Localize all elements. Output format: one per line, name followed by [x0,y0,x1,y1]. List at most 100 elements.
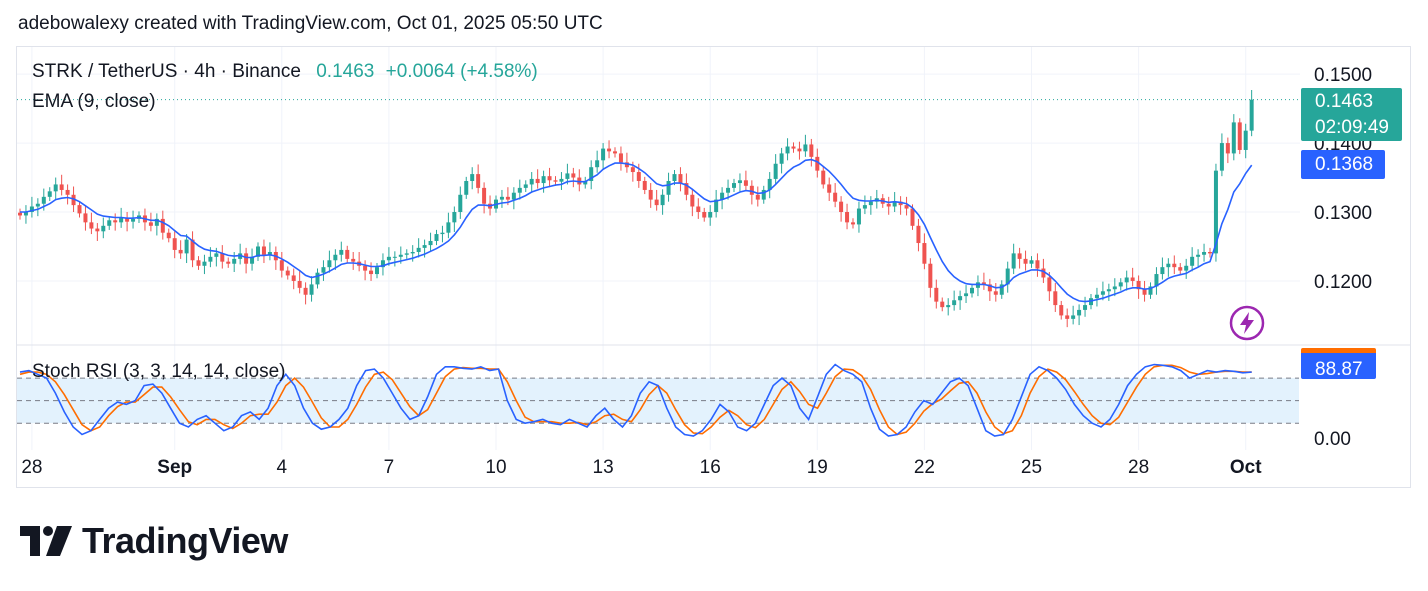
time-tick-label: 16 [700,457,721,478]
candle-body [589,167,594,181]
candle-body [440,232,445,235]
candle-body [226,261,231,264]
chart-frame[interactable] [16,46,1411,488]
candle-body [404,253,409,255]
candle-body [1136,280,1141,290]
candle-body [862,205,867,209]
lightning-bolt-icon[interactable] [1229,305,1265,341]
candle-body [1106,289,1111,292]
candle-body [666,180,671,195]
candle-body [696,206,701,213]
candle-body [684,183,689,195]
ema-line [20,158,1253,303]
candle-body [410,251,415,254]
candle-body [987,284,992,292]
candle-body [1124,277,1129,283]
candle-body [815,156,820,171]
candle-body [89,222,94,229]
candle-body [678,174,683,184]
stoch-tick-label: 0.00 [1314,429,1351,450]
candle-body [392,256,397,258]
candle-body [970,287,974,294]
candle-body [809,144,814,157]
candle-body [321,267,326,273]
candle-body [1118,282,1123,287]
candle-body [839,201,844,213]
candle-body [190,239,195,261]
candle-body [904,205,909,209]
footer-logo[interactable]: TradingView [20,520,288,562]
candle-body [1083,305,1088,310]
candle-body [1172,263,1177,268]
candle-body [1023,258,1028,264]
candle-body [964,293,969,297]
candle-body [214,253,219,257]
candle-body [375,267,379,275]
time-tick-label: 28 [1128,457,1149,478]
candle-body [47,191,52,197]
candle-body [511,192,516,200]
candle-body [726,187,731,193]
candle-body [1249,99,1254,131]
candle-body [1166,263,1171,268]
legend-ema[interactable]: EMA (9, close) [32,91,156,112]
candle-body [178,249,183,254]
candle-body [779,153,784,164]
candle-body [1130,277,1135,281]
candle-body [1184,265,1189,271]
legend-price: 0.1463 [316,61,375,82]
candle-body [940,301,945,308]
candle-body [1213,170,1218,254]
candle-body [1196,254,1201,257]
candle-body [797,148,802,152]
candle-body [993,291,998,295]
candle-body [946,305,951,308]
time-tick-label: 4 [277,457,288,478]
candle-body [886,203,891,207]
candle-body [398,254,403,257]
candle-body [553,180,558,182]
candle-body [1148,286,1153,295]
candle-body [636,172,641,181]
stoch-k-line [19,363,1252,437]
candle-body [416,247,421,252]
candle-body [1237,122,1242,150]
candle-body [1047,277,1052,292]
candle-body [77,205,82,214]
candle-body [83,213,88,223]
candle-body [999,284,1004,295]
candle-body [279,260,284,271]
candle-body [1035,260,1040,269]
candle-body [59,184,64,190]
candle-body [559,178,564,182]
candle-body [428,240,433,246]
time-tick-label: 22 [914,457,935,478]
candle-body [630,167,635,173]
candle-body [309,284,314,295]
legend-stoch-rsi[interactable]: Stoch RSI (3, 3, 14, 14, close) [32,361,286,382]
last-price-value: 0.1463 [1315,91,1374,112]
candle-body [618,153,623,163]
candle-body [868,201,873,206]
candle-body [23,212,28,216]
candle-body [720,192,725,200]
candle-body [648,189,653,200]
candle-body [928,263,933,288]
candle-body [1094,294,1099,299]
candle-body [856,208,861,225]
candle-body [505,196,510,200]
legend-change: +0.0064 (+4.58%) [385,61,538,82]
candles-layer [18,89,1254,328]
candle-body [565,173,570,179]
time-tick-label: 25 [1021,457,1042,478]
candle-body [125,217,130,222]
candle-body [1071,315,1076,319]
candle-body [345,249,350,259]
candle-body [119,217,124,223]
candle-body [981,282,986,285]
candle-body [18,212,22,216]
candle-body [660,194,665,206]
candle-body [1005,268,1010,285]
